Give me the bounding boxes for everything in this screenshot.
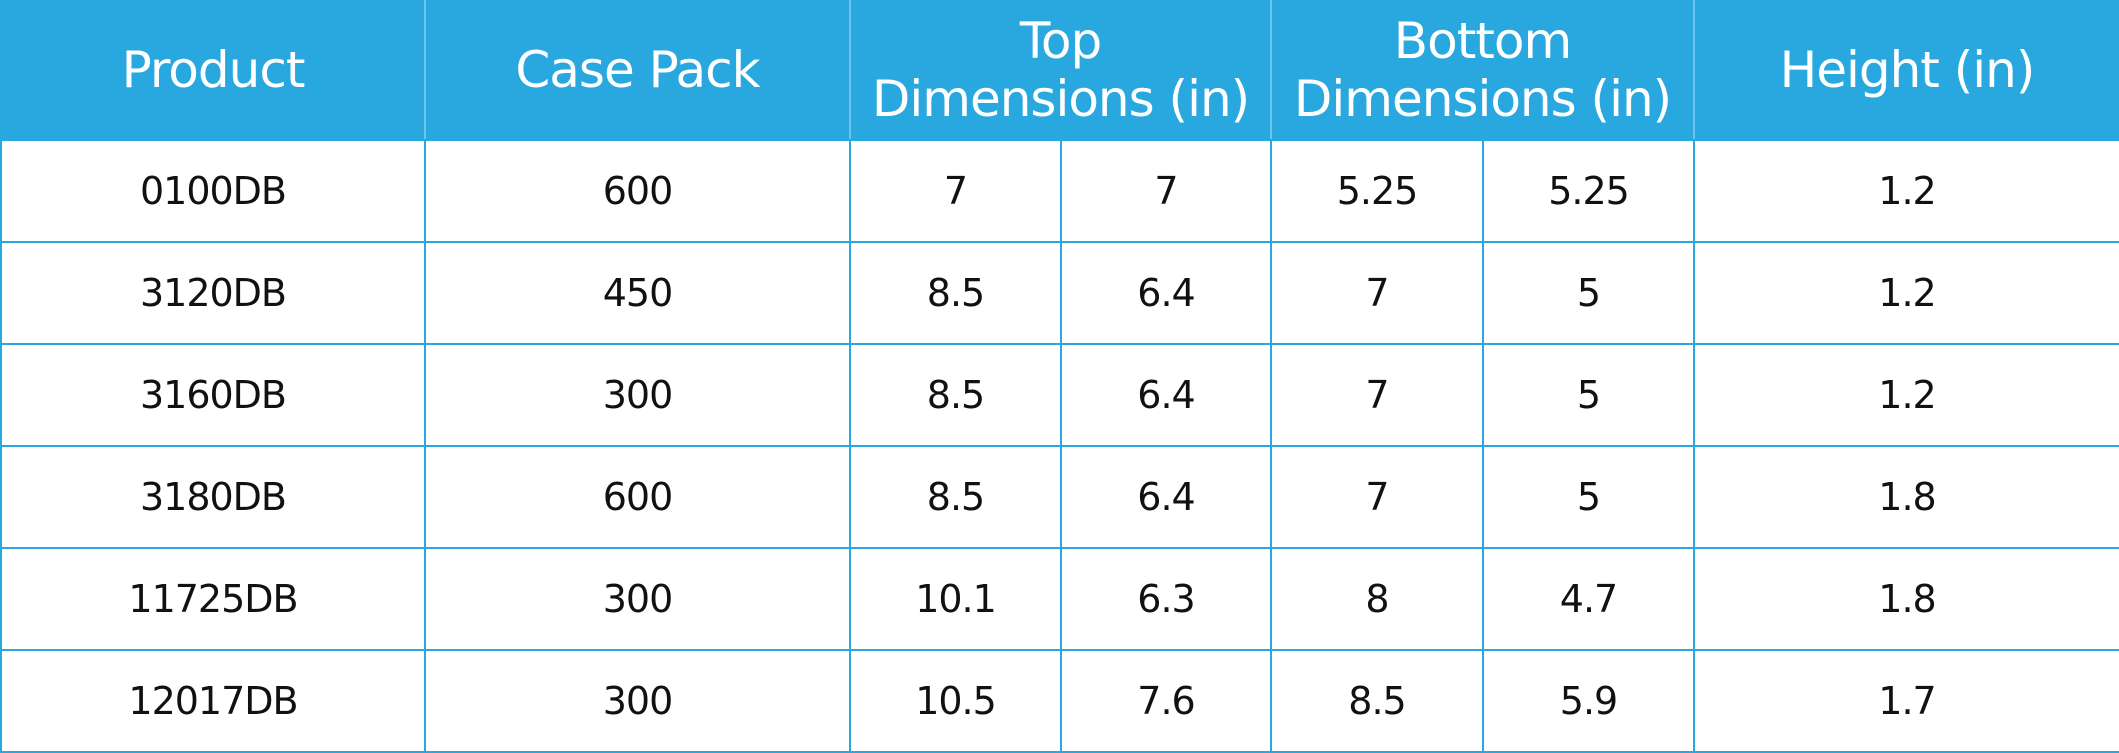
table-cell: 3160DB	[0, 343, 426, 447]
table-cell: 7	[1060, 139, 1272, 243]
table-cell: 6.4	[1060, 241, 1272, 345]
table-cell: 7	[1270, 445, 1484, 549]
table-cell: 3180DB	[0, 445, 426, 549]
table-row: 11725DB 300 10.1 6.3 8 4.7 1.8	[0, 547, 2119, 651]
table-cell: 8.5	[849, 241, 1062, 345]
header-text: Case Pack	[515, 40, 760, 99]
table-row: 0100DB 600 7 7 5.25 5.25 1.2	[0, 139, 2119, 243]
table-cell: 7.6	[1060, 649, 1272, 753]
table-row: 3120DB 450 8.5 6.4 7 5 1.2	[0, 241, 2119, 345]
table-cell: 8	[1270, 547, 1484, 651]
table-cell: 300	[424, 649, 851, 753]
table-row: 3180DB 600 8.5 6.4 7 5 1.8	[0, 445, 2119, 549]
table-row: 3160DB 300 8.5 6.4 7 5 1.2	[0, 343, 2119, 447]
header-cell: Product	[0, 0, 426, 141]
table-cell: 450	[424, 241, 851, 345]
header-text: Top	[1019, 12, 1102, 70]
table-cell: 1.8	[1693, 445, 2119, 549]
table-cell: 5.25	[1270, 139, 1484, 243]
header-cell: Height (in)	[1693, 0, 2119, 141]
table-cell: 5.9	[1482, 649, 1695, 753]
table-cell: 5	[1482, 343, 1695, 447]
header-cell: Case Pack	[424, 0, 851, 141]
table-cell: 1.2	[1693, 343, 2119, 447]
header-text: Dimensions (in)	[1293, 69, 1672, 128]
table-cell: 8.5	[1270, 649, 1484, 753]
table-cell: 1.8	[1693, 547, 2119, 651]
table-body: 0100DB 600 7 7 5.25 5.25 1.2 3120DB 450 8.5 6.4 7 5 1…	[0, 139, 2119, 753]
table-cell: 1.7	[1693, 649, 2119, 753]
table-cell: 1.2	[1693, 241, 2119, 345]
table-cell: 0100DB	[0, 139, 426, 243]
table-cell: 11725DB	[0, 547, 426, 651]
header-text: Dimensions (in)	[871, 69, 1250, 128]
table-cell: 10.5	[849, 649, 1062, 753]
table-cell: 8.5	[849, 343, 1062, 447]
table-cell: 1.2	[1693, 139, 2119, 243]
table-cell: 5.25	[1482, 139, 1695, 243]
table-cell: 7	[849, 139, 1062, 243]
table-cell: 600	[424, 139, 851, 243]
header-text: Product	[121, 40, 306, 99]
table-cell: 10.1	[849, 547, 1062, 651]
table-cell: 6.4	[1060, 343, 1272, 447]
table-cell: 300	[424, 343, 851, 447]
table-cell: 12017DB	[0, 649, 426, 753]
table-cell: 8.5	[849, 445, 1062, 549]
table-cell: 7	[1270, 241, 1484, 345]
table-cell: 7	[1270, 343, 1484, 447]
table-cell: 3120DB	[0, 241, 426, 345]
table-cell: 300	[424, 547, 851, 651]
header-text: Bottom	[1393, 12, 1572, 70]
table-row: 12017DB 300 10.5 7.6 8.5 5.9 1.7	[0, 649, 2119, 753]
table-cell: 4.7	[1482, 547, 1695, 651]
header-row: Product Case Pack Top Dimensions (in) Bottom…	[0, 0, 2119, 141]
table-cell: 600	[424, 445, 851, 549]
table-cell: 5	[1482, 241, 1695, 345]
header-text: Height (in)	[1779, 40, 2036, 99]
header-cell: Top Dimensions (in)	[849, 0, 1272, 141]
table-cell: 5	[1482, 445, 1695, 549]
table-cell: 6.3	[1060, 547, 1272, 651]
table-cell: 6.4	[1060, 445, 1272, 549]
header-cell: Bottom Dimensions (in)	[1270, 0, 1695, 141]
